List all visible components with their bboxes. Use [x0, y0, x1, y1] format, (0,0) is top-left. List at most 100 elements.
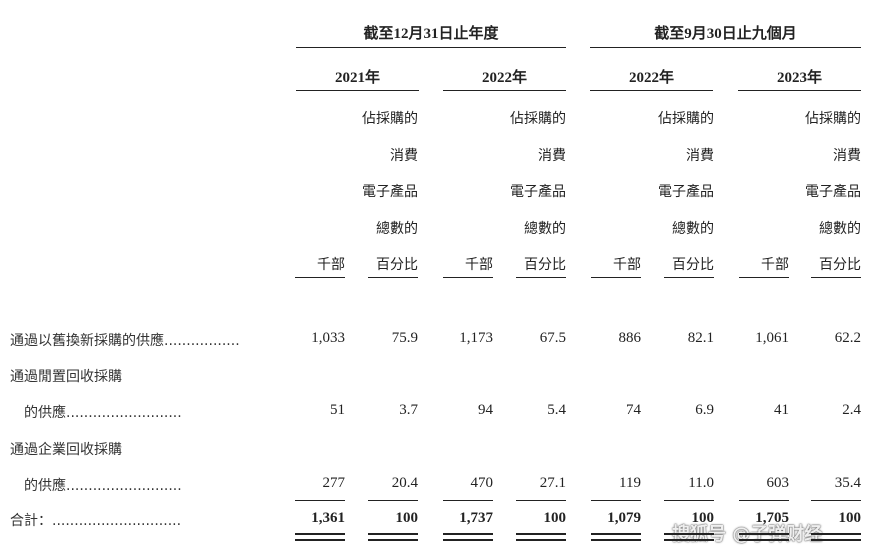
year-header: 2021年 — [334, 70, 380, 86]
table-cell: 82.1 — [687, 330, 714, 346]
table-cell: 1,361 — [311, 510, 345, 526]
percent-header-line: 消費 — [390, 147, 418, 164]
percent-header-line: 消費 — [833, 147, 861, 164]
percent-header-line: 總數的 — [819, 220, 861, 237]
row-label: 合計：............................. — [10, 513, 182, 529]
table-cell: 100 — [838, 510, 862, 526]
subtotal-underline — [811, 500, 861, 501]
table-cell: 1,079 — [607, 510, 641, 526]
total-double-underline — [739, 539, 789, 541]
row-label: 的供應.......................... — [24, 405, 182, 421]
unit-header: 千部 — [317, 257, 345, 273]
header-underline — [516, 277, 566, 278]
total-double-underline — [591, 533, 641, 535]
table-cell: 886 — [618, 330, 642, 346]
table-cell: 2.4 — [842, 402, 861, 418]
percent-header-line: 百分比 — [672, 257, 714, 273]
table-cell: 51 — [330, 402, 345, 418]
total-double-underline — [811, 533, 861, 535]
table-cell: 5.4 — [547, 402, 566, 418]
percent-header-line: 總數的 — [376, 220, 418, 237]
total-double-underline — [368, 539, 418, 541]
table-cell: 27.1 — [539, 475, 566, 491]
header-underline — [443, 277, 493, 278]
header-underline — [295, 277, 345, 278]
year-header: 2022年 — [628, 70, 674, 86]
table-cell: 67.5 — [539, 330, 566, 346]
year-underline — [738, 90, 861, 91]
table-cell: 470 — [470, 475, 494, 491]
total-double-underline — [516, 533, 566, 535]
row-label: 的供應.......................... — [24, 478, 182, 494]
table-cell: 75.9 — [391, 330, 418, 346]
table-cell: 1,173 — [459, 330, 493, 346]
subtotal-underline — [591, 500, 641, 501]
table-cell: 603 — [766, 475, 790, 491]
group-underline — [590, 47, 861, 48]
table-cell: 94 — [478, 402, 493, 418]
percent-header-line: 電子產品 — [362, 184, 418, 200]
percent-header-line: 消費 — [686, 147, 714, 164]
table-cell: 41 — [774, 402, 789, 418]
total-double-underline — [664, 533, 714, 535]
table-cell: 119 — [619, 475, 641, 491]
header-underline — [368, 277, 418, 278]
table-cell: 1,705 — [755, 510, 789, 526]
header-underline — [811, 277, 861, 278]
subtotal-underline — [739, 500, 789, 501]
table-cell: 3.7 — [399, 402, 418, 418]
row-label: 通過閒置回收採購 — [10, 369, 122, 385]
table-cell: 100 — [395, 510, 419, 526]
row-label: 通過企業回收採購 — [10, 442, 122, 458]
table-cell: 100 — [691, 510, 715, 526]
total-double-underline — [664, 539, 714, 541]
year-header: 2023年 — [776, 70, 822, 86]
year-underline — [296, 90, 419, 91]
group-underline — [296, 47, 566, 48]
table-cell: 6.9 — [695, 402, 714, 418]
subtotal-underline — [368, 500, 418, 501]
percent-header-line: 總數的 — [524, 220, 566, 237]
percent-header-line: 佔採購的 — [362, 111, 418, 127]
header-underline — [591, 277, 641, 278]
row-label: 通過以舊換新採購的供應................. — [10, 333, 240, 349]
year-header: 2022年 — [481, 70, 527, 86]
total-double-underline — [443, 539, 493, 541]
total-double-underline — [739, 533, 789, 535]
unit-header: 千部 — [613, 257, 641, 273]
percent-header-line: 電子產品 — [658, 184, 714, 200]
percent-header-line: 百分比 — [819, 257, 861, 273]
subtotal-underline — [516, 500, 566, 501]
unit-header: 千部 — [761, 257, 789, 273]
unit-header: 千部 — [465, 257, 493, 273]
total-double-underline — [811, 539, 861, 541]
percent-header-line: 電子產品 — [805, 184, 861, 200]
table-cell: 11.0 — [688, 475, 714, 491]
table-cell: 1,061 — [755, 330, 789, 346]
year-underline — [443, 90, 566, 91]
percent-header-line: 消費 — [538, 147, 566, 164]
group-header-nine-months: 截至9月30日止九個月 — [654, 26, 797, 42]
table-cell: 74 — [626, 402, 641, 418]
table-cell: 20.4 — [391, 475, 418, 491]
percent-header-line: 佔採購的 — [510, 111, 566, 127]
subtotal-underline — [443, 500, 493, 501]
total-double-underline — [295, 533, 345, 535]
group-header-annual: 截至12月31日止年度 — [363, 26, 499, 42]
total-double-underline — [368, 533, 418, 535]
percent-header-line: 電子產品 — [510, 184, 566, 200]
percent-header-line: 百分比 — [524, 257, 566, 273]
header-underline — [664, 277, 714, 278]
percent-header-line: 百分比 — [376, 257, 418, 273]
percent-header-line: 佔採購的 — [805, 111, 861, 127]
table-cell: 35.4 — [834, 475, 861, 491]
subtotal-underline — [295, 500, 345, 501]
table-cell: 62.2 — [834, 330, 861, 346]
table-cell: 277 — [322, 475, 346, 491]
percent-header-line: 佔採購的 — [658, 111, 714, 127]
table-cell: 100 — [543, 510, 567, 526]
year-underline — [590, 90, 713, 91]
total-double-underline — [591, 539, 641, 541]
total-double-underline — [295, 539, 345, 541]
